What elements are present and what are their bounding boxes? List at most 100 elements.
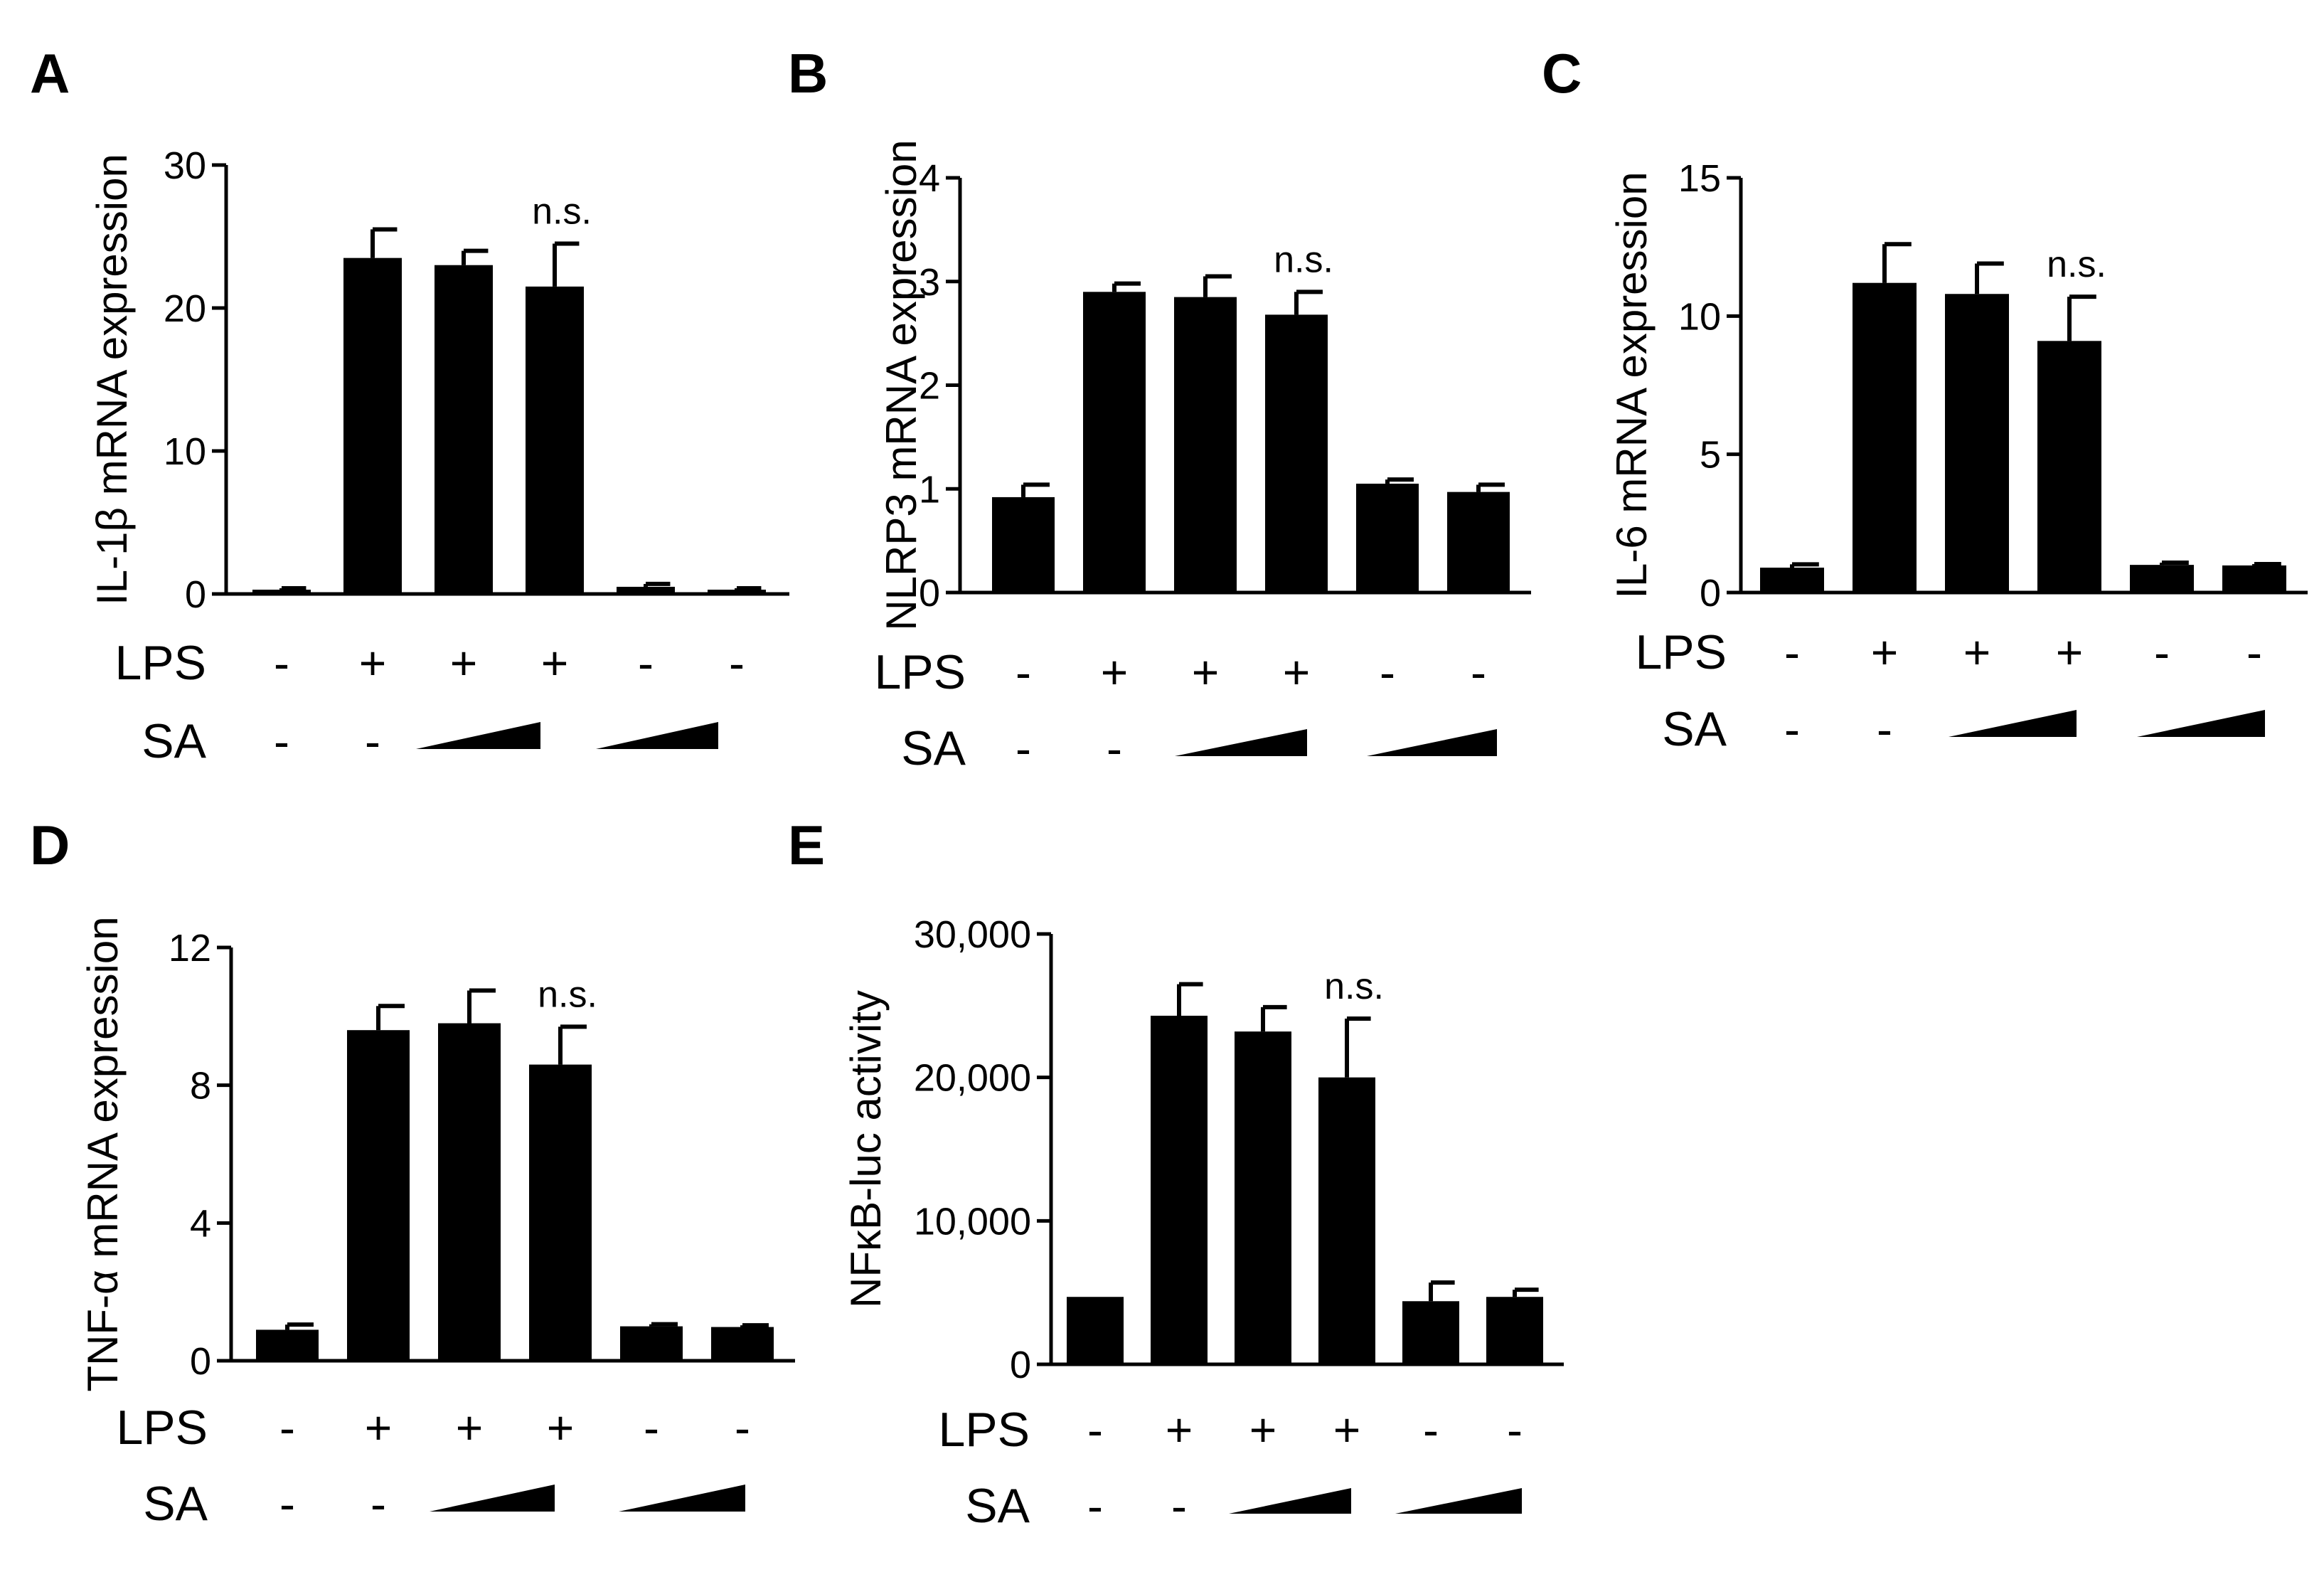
sa-row-label: SA (1662, 702, 1727, 756)
sa-dose-ramp (1395, 1488, 1522, 1514)
bar (617, 586, 675, 594)
lps-sign: - (2154, 626, 2170, 679)
lps-sign: - (735, 1401, 750, 1454)
y-tick-label: 30,000 (914, 913, 1031, 956)
lps-row-label: LPS (116, 1401, 208, 1455)
lps-sign: - (274, 637, 289, 689)
lps-sign: + (365, 1401, 393, 1454)
y-axis-label: NFκB-luc activity (842, 990, 890, 1308)
bar (435, 265, 493, 594)
bar (992, 497, 1055, 593)
ns-annotation: n.s. (1324, 966, 1384, 1007)
bar (711, 1327, 774, 1361)
lps-sign: - (279, 1401, 295, 1454)
ns-annotation: n.s. (2047, 244, 2106, 285)
lps-row-label: LPS (1635, 625, 1727, 679)
bar (1402, 1301, 1459, 1364)
sa-sign: - (365, 715, 380, 768)
panel-letter: A (30, 42, 70, 105)
panel-c: C IL-6 mRNA expression 0 5 10 15 n.s. LPS SA - + + +… (1542, 42, 2308, 756)
lps-sign: + (1249, 1403, 1277, 1456)
panel-letter: C (1542, 42, 1582, 105)
sa-dose-ramp (1175, 729, 1307, 756)
sa-sign: - (1171, 1480, 1187, 1532)
lps-sign: + (456, 1401, 484, 1454)
lps-sign: + (2056, 626, 2084, 679)
panel-letter: E (788, 814, 825, 876)
sa-dose-ramp (619, 1485, 745, 1512)
bar (2130, 565, 2194, 593)
y-tick-label: 20 (164, 287, 206, 330)
lps-sign: - (638, 637, 654, 689)
sa-row-label: SA (901, 721, 966, 775)
y-tick-label: 8 (190, 1065, 211, 1108)
lps-sign: - (1507, 1403, 1523, 1456)
sa-dose-ramp (416, 722, 540, 749)
y-tick-label: 30 (164, 144, 206, 187)
y-tick-label: 0 (190, 1340, 211, 1383)
y-tick-label: 10 (1678, 295, 1721, 338)
bar (1265, 314, 1328, 593)
lps-sign: + (541, 637, 569, 689)
y-axis-label: IL-6 mRNA expression (1608, 171, 1656, 598)
bar (1235, 1031, 1291, 1364)
y-tick-label: 4 (919, 157, 940, 200)
lps-sign: + (1963, 626, 1991, 679)
y-tick-label: 10 (164, 430, 206, 473)
y-tick-label: 20,000 (914, 1057, 1031, 1100)
lps-sign: + (450, 637, 478, 689)
y-tick-label: 3 (919, 261, 940, 304)
y-tick-label: 1 (919, 468, 940, 511)
y-tick-label: 10,000 (914, 1200, 1031, 1243)
lps-row-label: LPS (938, 1403, 1030, 1457)
sa-sign: - (279, 1477, 295, 1530)
lps-row-label: LPS (114, 636, 206, 690)
bar (2222, 565, 2286, 593)
bar (1174, 297, 1237, 593)
sa-dose-ramp (1949, 710, 2077, 737)
bar (1356, 483, 1419, 593)
bar (529, 1064, 592, 1361)
y-tick-label: 5 (1700, 434, 1721, 477)
ns-annotation: n.s. (538, 974, 597, 1015)
sa-dose-ramp (2137, 710, 2265, 737)
lps-sign: - (1784, 626, 1800, 679)
y-axis-label: IL-1β mRNA expression (88, 154, 136, 605)
sa-sign: - (1877, 703, 1892, 755)
sa-sign: - (1016, 722, 1031, 775)
bar (1486, 1297, 1543, 1364)
bar (438, 1023, 501, 1361)
sa-sign: - (1784, 703, 1800, 755)
lps-sign: - (2246, 626, 2262, 679)
y-axis-label: NLRP3 mRNA expression (878, 139, 925, 630)
lps-sign: - (1016, 646, 1031, 699)
bar (256, 1329, 319, 1361)
lps-sign: - (644, 1401, 659, 1454)
lps-row-label: LPS (874, 645, 966, 699)
sa-sign: - (1107, 722, 1122, 775)
sa-dose-ramp (430, 1485, 555, 1512)
lps-sign: + (1283, 646, 1311, 699)
panel-letter: B (788, 42, 828, 105)
ns-annotation: n.s. (532, 191, 592, 233)
lps-sign: + (359, 637, 387, 689)
bar (620, 1326, 683, 1361)
sa-dose-ramp (596, 722, 718, 749)
panel-letter: D (30, 814, 70, 876)
bar (1318, 1077, 1375, 1364)
y-tick-label: 2 (919, 365, 940, 408)
lps-sign: - (1423, 1403, 1439, 1456)
sa-sign: - (371, 1477, 386, 1530)
y-tick-label: 0 (919, 572, 940, 615)
bar (252, 589, 311, 594)
bar (1083, 292, 1146, 593)
bar (343, 257, 402, 594)
lps-sign: + (1101, 646, 1129, 699)
lps-sign: + (547, 1401, 575, 1454)
y-tick-label: 15 (1678, 157, 1721, 200)
y-tick-label: 4 (190, 1202, 211, 1245)
panel-e: E NFκB-luc activity 0 10,000 20,000 30,000 n.s… (788, 814, 1564, 1533)
